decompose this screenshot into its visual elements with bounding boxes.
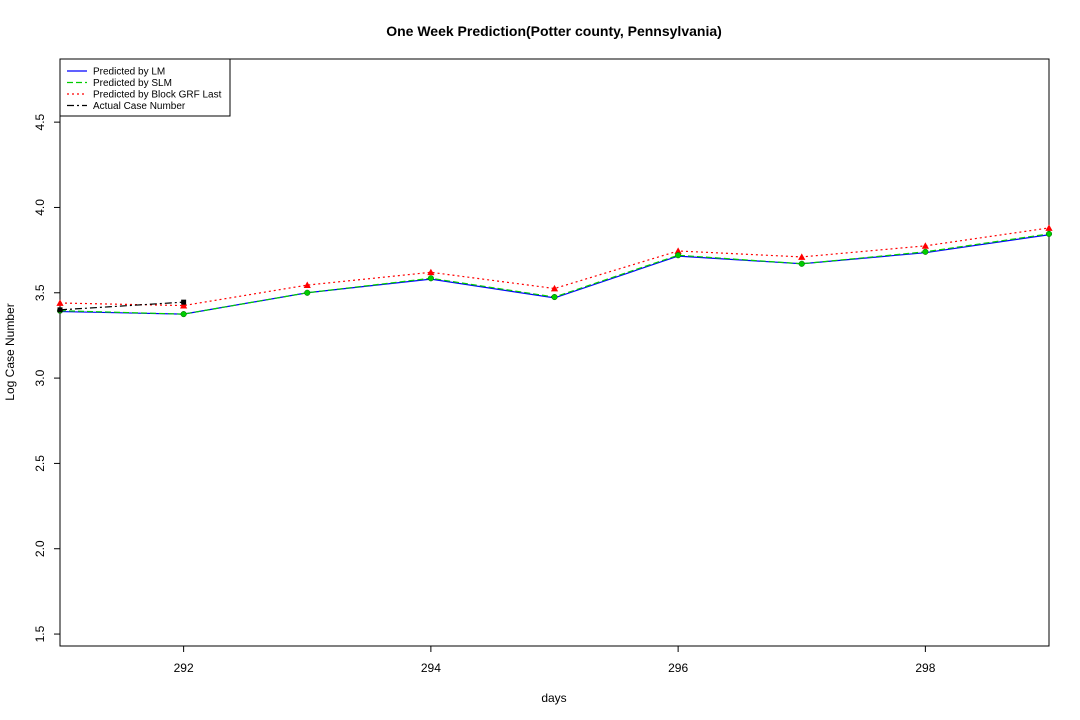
series-line xyxy=(59,301,184,311)
data-point xyxy=(798,260,805,267)
x-tick-label: 298 xyxy=(915,661,935,675)
series-actual-case-number xyxy=(57,299,187,313)
data-point xyxy=(181,299,187,305)
data-point xyxy=(1045,224,1053,231)
x-axis: 292 294 296 298 xyxy=(174,646,936,675)
data-point xyxy=(427,268,435,276)
legend-entry: Predicted by Block GRF Last xyxy=(67,90,222,101)
series-line xyxy=(59,234,1050,315)
series-layer xyxy=(56,224,1053,318)
data-point xyxy=(303,281,311,288)
data-point xyxy=(1045,230,1053,237)
data-point xyxy=(180,311,187,318)
series-line xyxy=(59,227,1050,307)
legend-label: Predicted by SLM xyxy=(93,78,172,89)
data-point xyxy=(304,289,311,296)
data-point xyxy=(57,307,63,313)
series-predicted-by-lm xyxy=(59,234,1050,315)
legend-label: Predicted by LM xyxy=(93,67,165,78)
data-point xyxy=(180,301,188,309)
data-point xyxy=(56,299,64,306)
series-predicted-by-slm xyxy=(56,230,1053,318)
plot-area-frame xyxy=(59,58,1050,647)
x-tick-label: 294 xyxy=(421,661,441,675)
legend-entry: Predicted by LM xyxy=(67,67,165,78)
data-point xyxy=(550,284,559,292)
y-tick-label: 3.0 xyxy=(33,369,47,386)
legend-box xyxy=(59,58,231,117)
series-line xyxy=(59,233,1050,315)
data-point xyxy=(675,252,682,259)
y-tick-label: 2.5 xyxy=(33,455,47,472)
data-point xyxy=(427,275,434,282)
y-tick-label: 2.0 xyxy=(33,540,47,557)
data-point xyxy=(922,248,929,255)
chart-title: One Week Prediction(Potter county, Penns… xyxy=(386,23,722,39)
series-predicted-by-block-grf-last xyxy=(56,224,1053,309)
data-point xyxy=(674,247,682,254)
legend-label: Actual Case Number xyxy=(93,101,186,112)
data-point xyxy=(551,293,558,301)
legend-label: Predicted by Block GRF Last xyxy=(93,90,222,101)
y-tick-label: 3.5 xyxy=(33,284,47,301)
x-tick-label: 292 xyxy=(174,661,194,675)
x-axis-label: days xyxy=(541,691,566,705)
y-tick-label: 4.5 xyxy=(33,113,47,130)
y-tick-label: 1.5 xyxy=(33,625,47,642)
y-axis: 1.5 2.0 2.5 3.0 3.5 4.0 4.5 xyxy=(33,113,60,642)
x-tick-label: 296 xyxy=(668,661,688,675)
y-axis-label: Log Case Number xyxy=(3,303,17,400)
data-point xyxy=(798,253,806,260)
y-tick-label: 4.0 xyxy=(33,199,47,216)
legend-entry: Actual Case Number xyxy=(67,101,186,112)
legend-entry: Predicted by SLM xyxy=(67,78,172,89)
data-point xyxy=(921,242,929,249)
